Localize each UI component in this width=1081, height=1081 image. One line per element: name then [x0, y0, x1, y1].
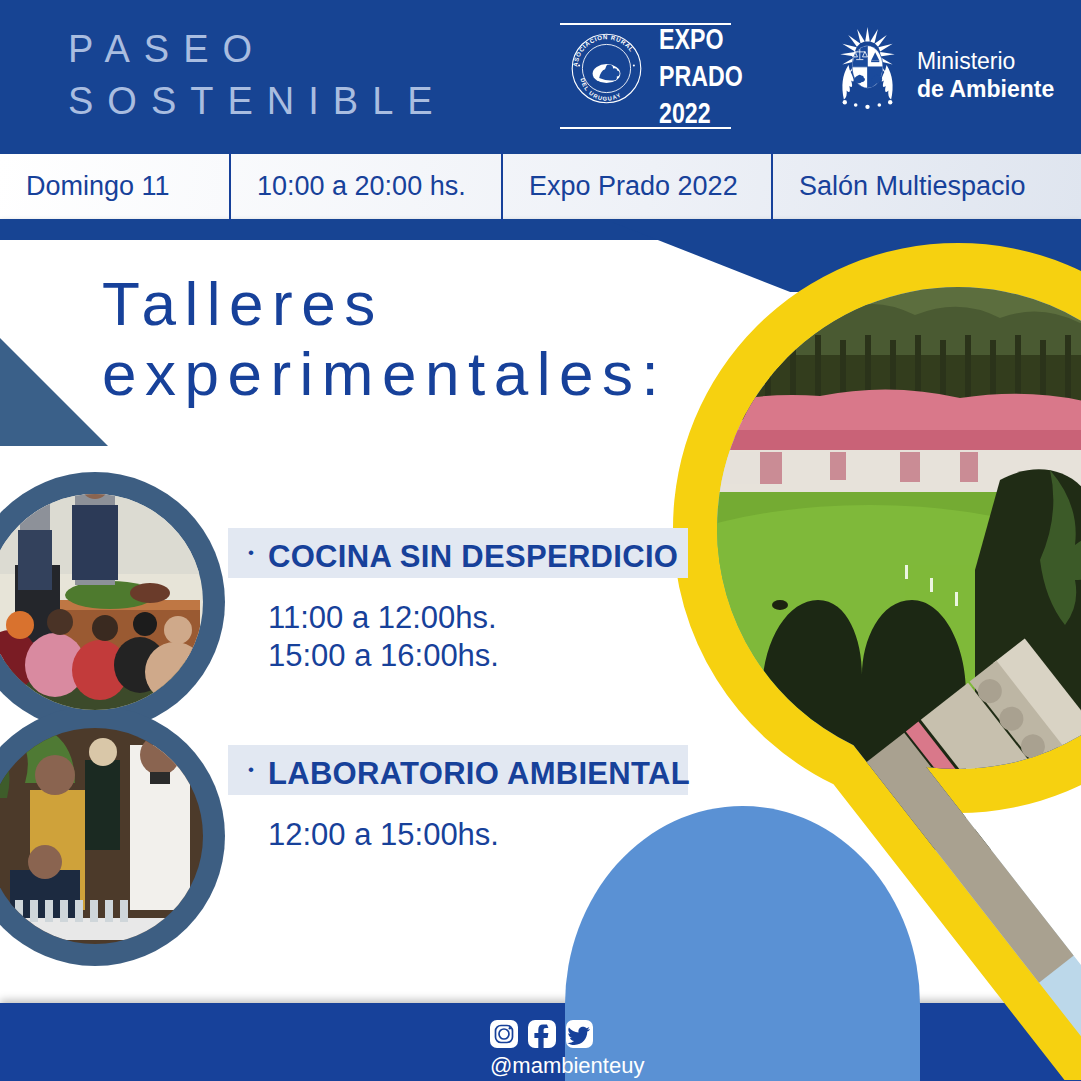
- svg-text:ASOCIACION RURAL: ASOCIACION RURAL: [572, 34, 635, 67]
